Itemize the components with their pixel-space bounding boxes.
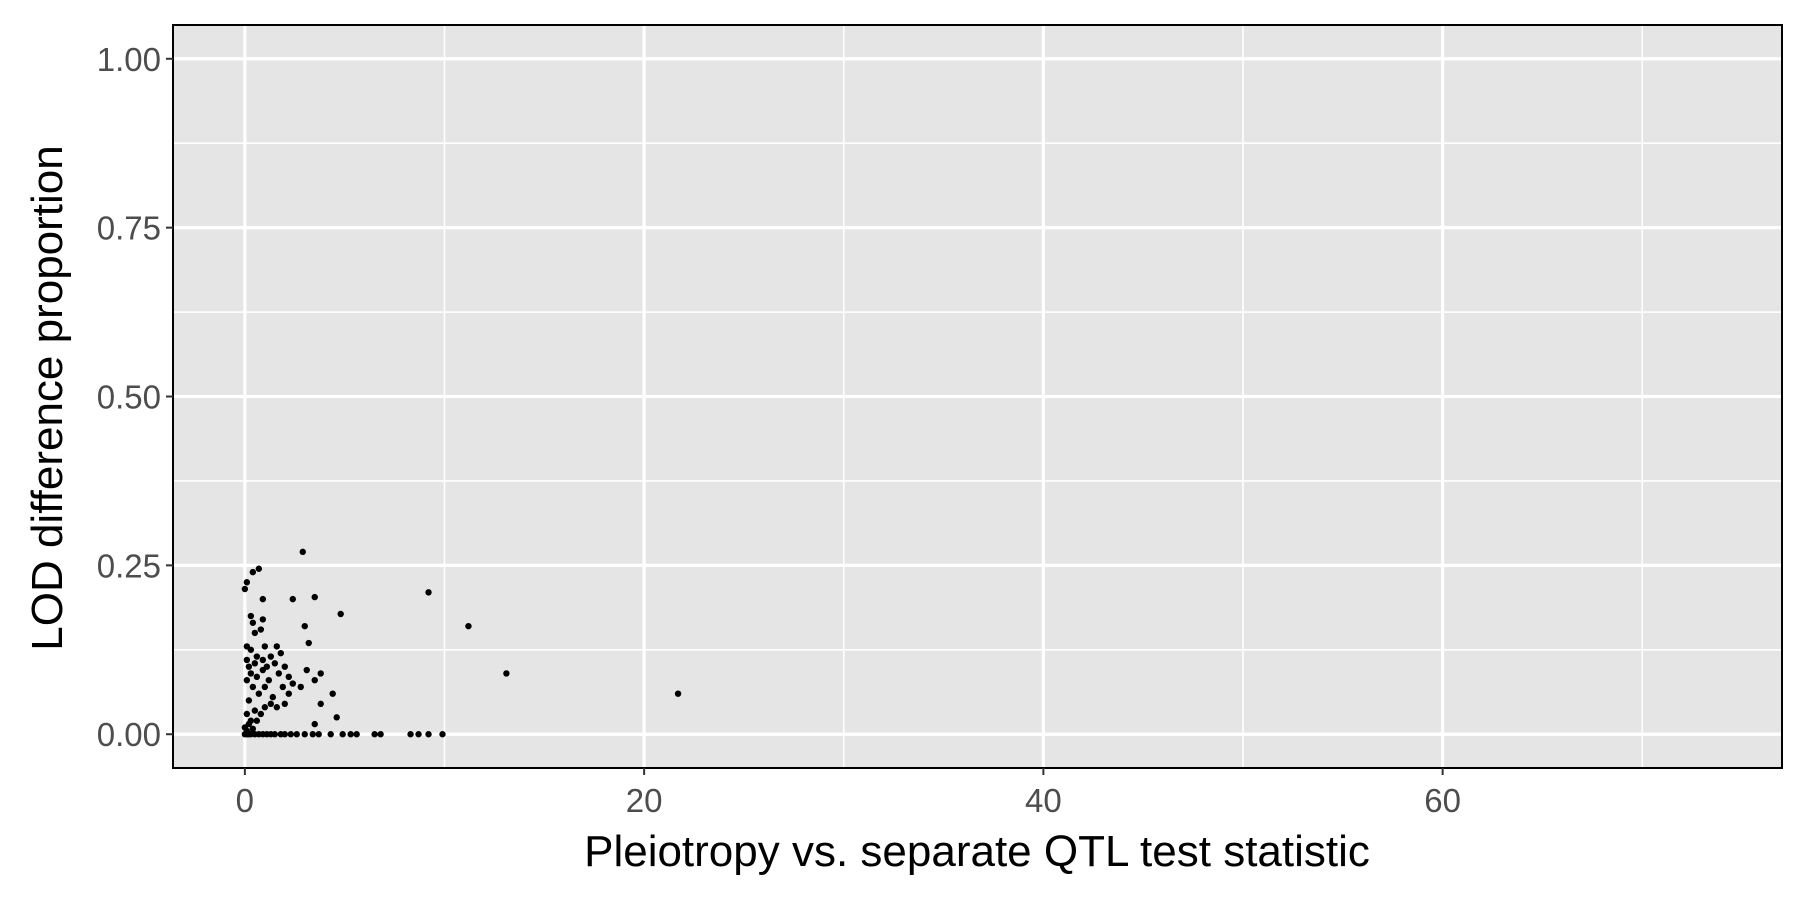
x-tick-label: 20 — [626, 782, 663, 819]
data-point — [259, 656, 267, 664]
data-point — [251, 660, 259, 667]
y-tick-label: 0.25 — [97, 547, 161, 584]
data-point — [259, 595, 267, 603]
data-point — [249, 725, 257, 733]
data-point — [285, 690, 292, 697]
data-point — [337, 610, 344, 618]
data-point — [245, 663, 253, 670]
data-point — [267, 700, 275, 708]
data-point — [249, 619, 257, 626]
data-point — [247, 670, 255, 677]
data-point — [339, 731, 346, 738]
data-point — [309, 731, 316, 738]
data-point — [241, 585, 249, 593]
x-tick-label: 0 — [236, 782, 254, 819]
x-tick-label: 60 — [1424, 782, 1461, 819]
data-point — [311, 720, 318, 728]
data-point — [255, 565, 263, 572]
data-point — [327, 731, 334, 738]
data-point — [247, 612, 255, 620]
data-point — [415, 731, 422, 738]
data-point — [243, 710, 251, 718]
data-point — [439, 731, 446, 738]
data-point — [281, 663, 288, 670]
data-points — [241, 548, 682, 738]
data-point — [299, 548, 306, 556]
data-point — [279, 683, 286, 691]
data-point — [261, 643, 269, 650]
data-point — [503, 670, 510, 677]
data-point — [329, 690, 336, 697]
data-point — [674, 690, 682, 697]
data-point — [465, 622, 472, 630]
x-axis-ticks: 0 20 40 60 — [236, 768, 1461, 819]
y-axis-label: LOD difference proportion — [23, 145, 72, 650]
data-point — [273, 643, 281, 650]
data-point — [425, 731, 432, 738]
data-point — [317, 670, 324, 677]
data-point — [311, 593, 318, 601]
y-tick-label: 0.00 — [97, 716, 161, 753]
data-point — [259, 616, 267, 623]
data-point — [317, 700, 324, 708]
data-point — [263, 663, 271, 670]
data-point — [247, 717, 255, 724]
y-tick-label: 1.00 — [97, 41, 161, 78]
data-point — [257, 626, 265, 633]
data-point — [243, 676, 251, 684]
y-tick-label: 0.75 — [97, 210, 161, 247]
data-point — [425, 589, 432, 596]
data-point — [285, 673, 292, 681]
data-point — [251, 707, 259, 714]
data-point — [305, 639, 312, 647]
data-point — [315, 731, 322, 738]
data-point — [407, 731, 414, 738]
data-point — [377, 731, 384, 738]
data-point — [297, 683, 304, 691]
data-point — [261, 704, 269, 711]
x-axis-label: Pleiotropy vs. separate QTL test statist… — [584, 827, 1370, 876]
data-point — [271, 731, 279, 738]
data-point — [303, 666, 310, 674]
data-point — [371, 731, 378, 738]
data-point — [301, 622, 308, 630]
data-point — [253, 717, 261, 724]
data-point — [347, 731, 354, 738]
y-tick-label: 0.50 — [97, 379, 161, 416]
data-point — [243, 643, 251, 650]
data-point — [255, 690, 263, 697]
x-tick-label: 40 — [1025, 782, 1062, 819]
y-axis-ticks: 0.00 0.25 0.50 0.75 1.00 — [97, 41, 173, 753]
data-point — [245, 697, 253, 704]
data-point — [249, 568, 257, 576]
data-point — [253, 653, 261, 660]
data-point — [273, 704, 281, 711]
data-point — [269, 693, 277, 701]
data-point — [289, 595, 296, 603]
data-point — [265, 676, 273, 684]
data-point — [293, 731, 300, 738]
data-point — [277, 649, 284, 657]
data-point — [287, 731, 294, 738]
data-point — [353, 731, 360, 738]
data-point — [267, 653, 275, 660]
data-point — [301, 731, 308, 738]
data-point — [281, 700, 288, 708]
data-point — [257, 710, 265, 718]
data-point — [261, 683, 269, 691]
data-point — [243, 579, 251, 586]
data-point — [243, 656, 251, 664]
data-point — [249, 683, 257, 691]
data-point — [289, 680, 296, 687]
data-point — [275, 670, 283, 677]
data-point — [251, 629, 259, 637]
data-point — [311, 676, 318, 684]
data-point — [253, 673, 261, 681]
data-point — [333, 714, 340, 721]
data-point — [271, 660, 279, 667]
data-point — [281, 731, 288, 738]
